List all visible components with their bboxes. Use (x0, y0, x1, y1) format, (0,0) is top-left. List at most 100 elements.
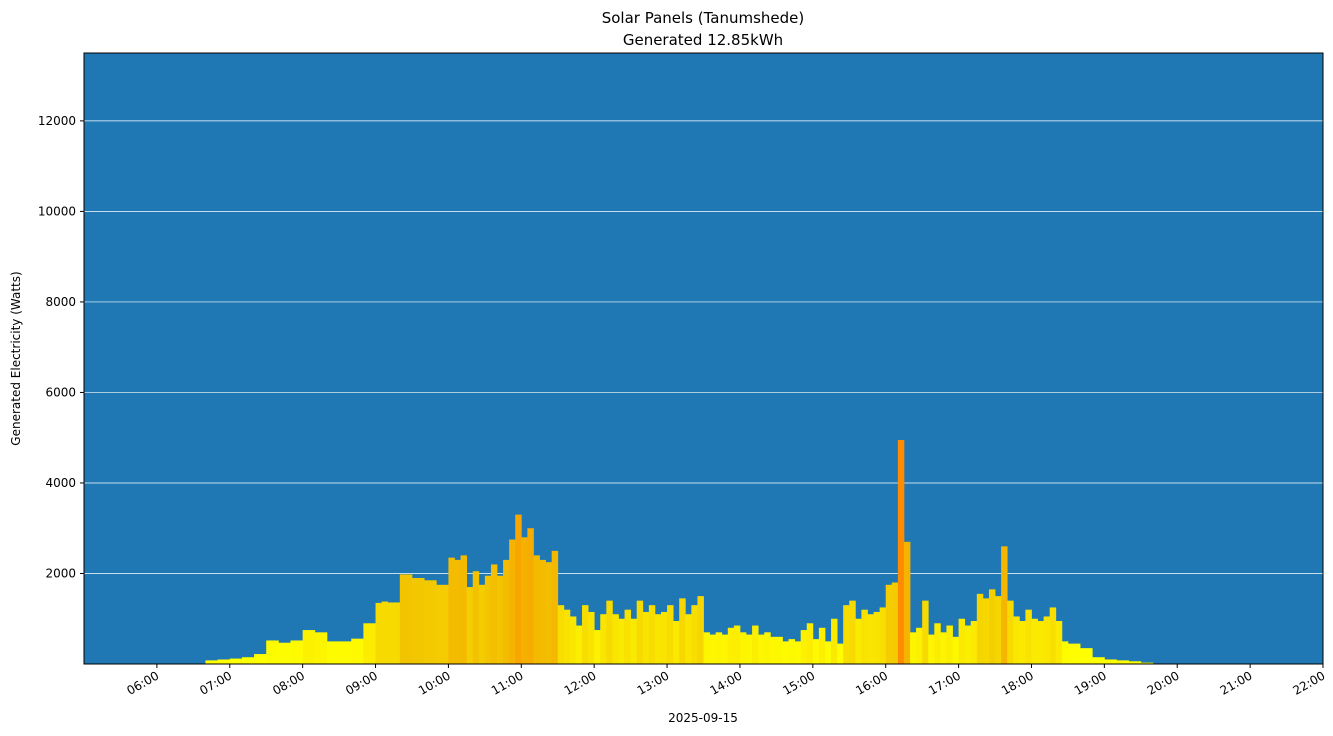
bar (679, 598, 686, 664)
x-tick-label: 17:00 (926, 668, 963, 697)
bar (521, 537, 528, 664)
bar (715, 632, 723, 664)
y-axis: 2000 4000 6000 8000 10000 12000 (38, 114, 84, 580)
bar (903, 541, 911, 664)
bar (1061, 641, 1069, 664)
bar (381, 601, 389, 664)
bar (1104, 659, 1117, 664)
y-tick-label: 4000 (45, 476, 76, 490)
x-tick-label: 16:00 (853, 668, 890, 697)
bar (946, 625, 953, 664)
bar (290, 640, 304, 664)
bar (278, 642, 291, 664)
bar (1092, 657, 1105, 664)
bar (557, 605, 565, 664)
x-tick-label: 22:00 (1291, 668, 1328, 697)
bar (466, 587, 474, 664)
bar (1080, 648, 1093, 664)
bar (1116, 660, 1130, 664)
y-tick-label: 10000 (38, 204, 76, 218)
bar (800, 630, 808, 664)
bar (897, 439, 905, 664)
bar (709, 634, 717, 664)
bar (1013, 616, 1020, 664)
x-tick-label: 15:00 (780, 668, 817, 697)
bar (460, 555, 468, 664)
bar (654, 614, 662, 664)
bar (588, 611, 595, 664)
bar (630, 618, 638, 664)
bar (812, 639, 820, 664)
x-tick-label: 20:00 (1145, 668, 1182, 697)
bar (527, 528, 534, 664)
bar (472, 571, 480, 664)
bar (733, 625, 741, 664)
bar (910, 632, 917, 664)
bar (1007, 600, 1014, 664)
bar (958, 618, 966, 664)
bar (837, 643, 844, 664)
x-tick-label: 07:00 (197, 668, 234, 697)
y-tick-label: 12000 (38, 114, 76, 128)
bar (326, 641, 340, 664)
bar (849, 600, 856, 664)
bar (703, 632, 710, 664)
bar (885, 584, 893, 664)
x-tick-label: 14:00 (707, 668, 744, 697)
x-tick-label: 21:00 (1218, 668, 1255, 697)
bar (624, 609, 632, 664)
bar (764, 632, 771, 664)
bar (594, 630, 601, 664)
bar (339, 641, 352, 664)
bar (727, 627, 735, 664)
bar (484, 575, 492, 664)
bar (776, 636, 783, 664)
bar (490, 564, 498, 664)
bar (982, 598, 990, 664)
bar (478, 584, 486, 664)
bar (205, 660, 219, 664)
bar (746, 634, 753, 664)
bar (648, 605, 656, 664)
bar (533, 555, 540, 664)
bar (436, 584, 449, 664)
bar (770, 636, 777, 664)
bar (229, 658, 243, 664)
x-tick-label: 10:00 (416, 668, 453, 697)
x-tick-label: 19:00 (1072, 668, 1109, 697)
bar (867, 614, 874, 664)
bar (642, 611, 650, 664)
bar (964, 625, 972, 664)
bar (1037, 621, 1045, 664)
bar (563, 609, 571, 664)
bar (721, 634, 729, 664)
bar (691, 605, 698, 664)
bar (515, 514, 522, 664)
bar (448, 557, 455, 664)
bar (667, 605, 674, 664)
bar (217, 659, 231, 664)
bars (205, 439, 1154, 664)
bar (411, 578, 425, 664)
chart-title: Solar Panels (Tanumshede) (602, 9, 805, 27)
bar (788, 639, 796, 664)
bar (636, 600, 644, 664)
bar (454, 559, 461, 664)
bar (1140, 662, 1154, 664)
bar (363, 623, 376, 664)
bar (879, 607, 887, 664)
bar (582, 605, 589, 664)
bar (424, 580, 437, 664)
bar (1067, 643, 1081, 664)
x-tick-label: 18:00 (999, 668, 1036, 697)
bar (1043, 616, 1051, 664)
bar (1001, 546, 1008, 664)
bar (399, 574, 413, 664)
bar (673, 621, 680, 664)
bar (685, 614, 692, 664)
bar (891, 582, 899, 664)
bar (697, 596, 704, 664)
bar (928, 634, 935, 664)
